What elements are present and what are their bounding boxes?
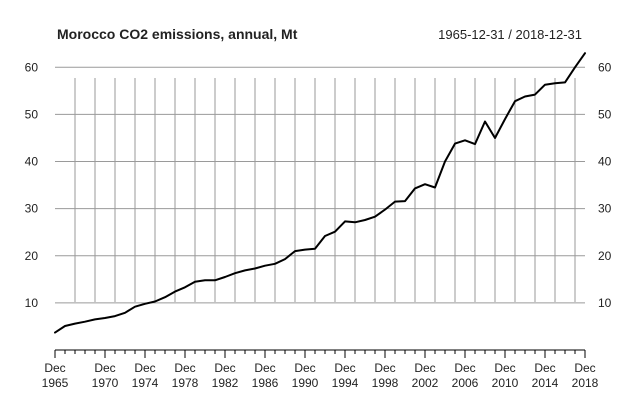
x-tick-label-year: 1965 bbox=[42, 376, 69, 390]
x-tick-label-month: Dec bbox=[494, 361, 515, 375]
y-tick-label-right: 50 bbox=[598, 107, 612, 121]
x-axis: Dec1965Dec1970Dec1974Dec1978Dec1982Dec19… bbox=[42, 349, 599, 390]
x-tick-label-year: 1994 bbox=[332, 376, 359, 390]
y-tick-label-left: 30 bbox=[25, 202, 39, 216]
x-tick-label-month: Dec bbox=[94, 361, 115, 375]
x-tick-label-month: Dec bbox=[574, 361, 595, 375]
y-tick-label-left: 50 bbox=[25, 107, 39, 121]
x-tick-label-year: 2002 bbox=[412, 376, 439, 390]
x-tick-label-year: 2018 bbox=[572, 376, 599, 390]
x-tick-label-month: Dec bbox=[454, 361, 475, 375]
x-tick-label-month: Dec bbox=[134, 361, 155, 375]
x-tick-label-month: Dec bbox=[254, 361, 275, 375]
y-tick-label-right: 60 bbox=[598, 60, 612, 74]
date-range-label: 1965-12-31 / 2018-12-31 bbox=[438, 27, 582, 42]
x-tick-label-year: 1998 bbox=[372, 376, 399, 390]
y-tick-label-left: 40 bbox=[25, 155, 39, 169]
co2-series-line bbox=[54, 52, 586, 334]
y-axis-right: 10 20 30 40 50 60 bbox=[598, 60, 612, 310]
x-tick-label-year: 1974 bbox=[132, 376, 159, 390]
x-tick-label-year: 1970 bbox=[92, 376, 119, 390]
y-tick-label-left: 10 bbox=[25, 296, 39, 310]
y-tick-label-right: 40 bbox=[598, 155, 612, 169]
x-tick-label-month: Dec bbox=[374, 361, 395, 375]
x-tick-label-month: Dec bbox=[534, 361, 555, 375]
x-tick-label-year: 1986 bbox=[252, 376, 279, 390]
y-tick-label-left: 60 bbox=[25, 60, 39, 74]
x-tick-label-month: Dec bbox=[414, 361, 435, 375]
x-tick-label-month: Dec bbox=[174, 361, 195, 375]
y-tick-label-right: 10 bbox=[598, 296, 612, 310]
x-tick-label-year: 2014 bbox=[532, 376, 559, 390]
chart-title: Morocco CO2 emissions, annual, Mt bbox=[57, 26, 298, 42]
x-tick-label-month: Dec bbox=[334, 361, 355, 375]
y-axis-left: 10 20 30 40 50 60 bbox=[25, 60, 39, 310]
x-tick-label-month: Dec bbox=[214, 361, 235, 375]
x-tick-label-year: 1978 bbox=[172, 376, 199, 390]
x-tick-label-month: Dec bbox=[44, 361, 65, 375]
x-tick-label-year: 2010 bbox=[492, 376, 519, 390]
x-tick-label-year: 1982 bbox=[212, 376, 239, 390]
grid bbox=[55, 66, 585, 304]
y-tick-label-left: 20 bbox=[25, 249, 39, 263]
x-tick-label-year: 2006 bbox=[452, 376, 479, 390]
y-tick-label-right: 30 bbox=[598, 202, 612, 216]
y-tick-label-right: 20 bbox=[598, 249, 612, 263]
series bbox=[54, 52, 586, 334]
x-tick-label-year: 1990 bbox=[292, 376, 319, 390]
x-tick-label-month: Dec bbox=[294, 361, 315, 375]
